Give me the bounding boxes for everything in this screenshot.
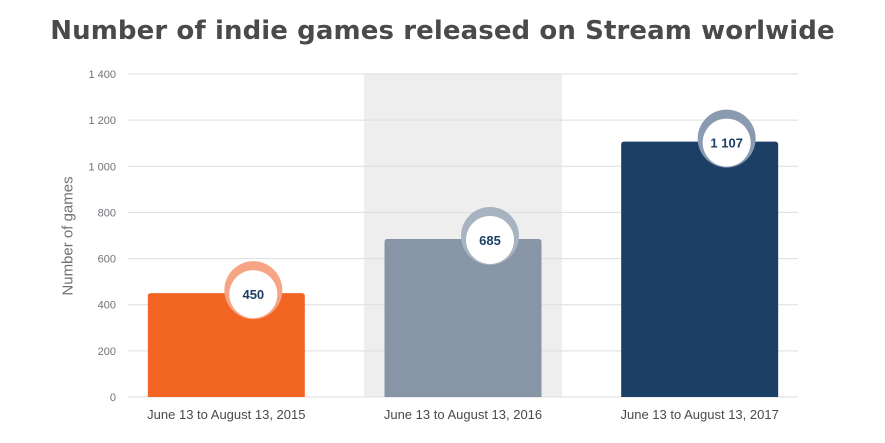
y-tick-label: 200 xyxy=(98,346,116,358)
y-tick-label: 600 xyxy=(98,254,116,266)
x-tick-label: June 13 to August 13, 2015 xyxy=(147,407,305,422)
data-label: 1 107 xyxy=(710,136,743,151)
bar xyxy=(147,293,305,397)
y-tick-label: 1 000 xyxy=(88,161,116,173)
y-tick-label: 1 400 xyxy=(88,69,116,81)
chart-title: Number of indie games released on Stream… xyxy=(50,16,835,46)
data-label: 450 xyxy=(242,287,264,302)
x-tick-label: June 13 to August 13, 2017 xyxy=(621,407,779,422)
value-badge xyxy=(466,215,514,264)
y-tick-label: 0 xyxy=(110,392,116,404)
bar xyxy=(621,141,779,397)
value-badge xyxy=(702,118,751,167)
x-tick-label: June 13 to August 13, 2016 xyxy=(384,407,542,422)
y-tick-label: 1 200 xyxy=(88,115,116,127)
data-label: 685 xyxy=(479,233,501,248)
value-badge xyxy=(229,270,278,319)
y-tick-label: 400 xyxy=(98,300,116,312)
bar xyxy=(384,238,542,397)
y-tick-label: 800 xyxy=(98,207,116,219)
